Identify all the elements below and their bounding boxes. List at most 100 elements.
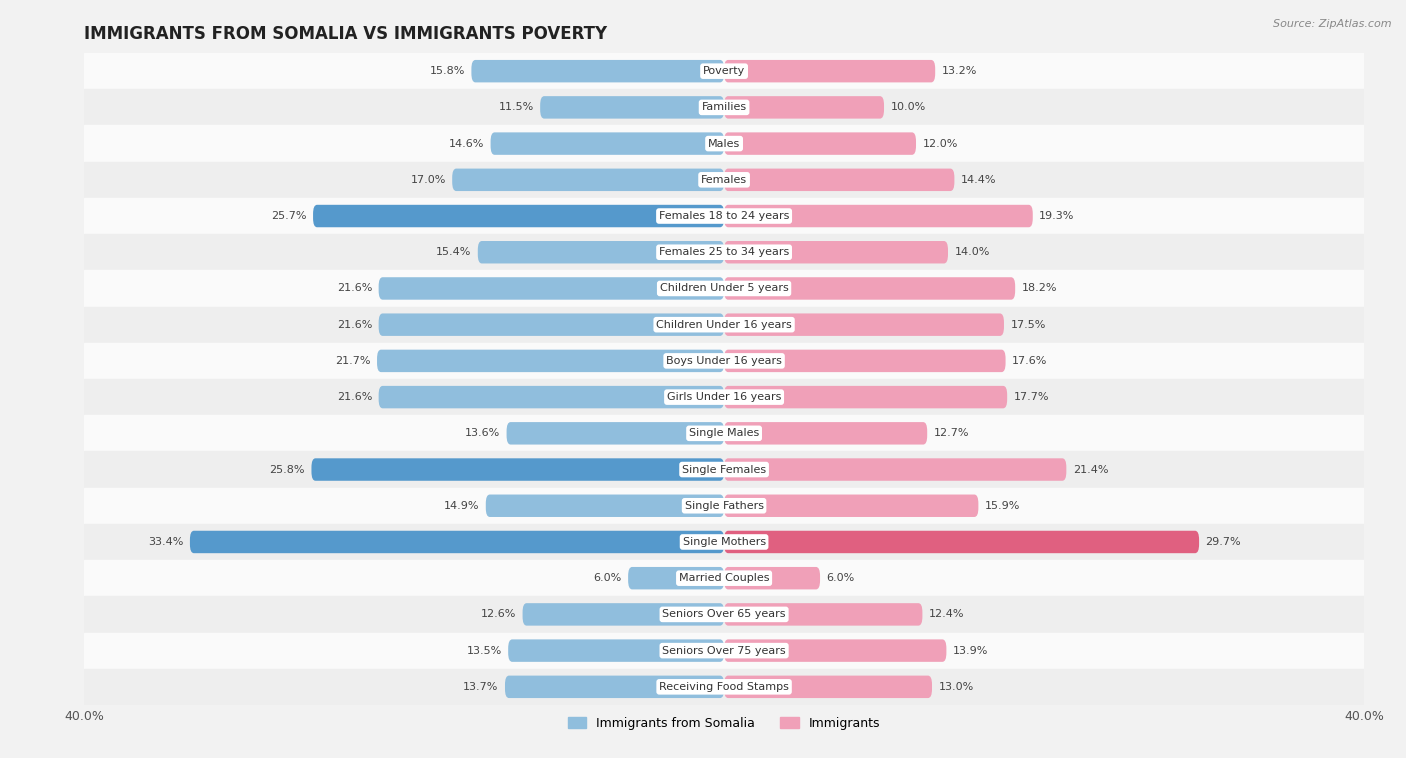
FancyBboxPatch shape [378, 277, 724, 299]
FancyBboxPatch shape [508, 640, 724, 662]
FancyBboxPatch shape [724, 531, 1199, 553]
Text: Boys Under 16 years: Boys Under 16 years [666, 356, 782, 366]
Text: 17.5%: 17.5% [1011, 320, 1046, 330]
FancyBboxPatch shape [724, 96, 884, 118]
FancyBboxPatch shape [491, 133, 724, 155]
FancyBboxPatch shape [724, 494, 979, 517]
Text: 21.6%: 21.6% [337, 283, 373, 293]
FancyBboxPatch shape [724, 603, 922, 625]
FancyBboxPatch shape [378, 314, 724, 336]
FancyBboxPatch shape [724, 168, 955, 191]
FancyBboxPatch shape [724, 60, 935, 83]
Text: 14.9%: 14.9% [444, 501, 479, 511]
FancyBboxPatch shape [505, 675, 724, 698]
FancyBboxPatch shape [378, 386, 724, 409]
Text: IMMIGRANTS FROM SOMALIA VS IMMIGRANTS POVERTY: IMMIGRANTS FROM SOMALIA VS IMMIGRANTS PO… [84, 25, 607, 43]
FancyBboxPatch shape [724, 567, 820, 590]
Text: 15.8%: 15.8% [430, 66, 465, 76]
FancyBboxPatch shape [724, 205, 1033, 227]
Text: 13.7%: 13.7% [463, 682, 499, 692]
FancyBboxPatch shape [486, 494, 724, 517]
FancyBboxPatch shape [724, 675, 932, 698]
Text: 13.6%: 13.6% [465, 428, 501, 438]
Bar [84, 306, 1364, 343]
FancyBboxPatch shape [724, 386, 1007, 409]
Bar [84, 560, 1364, 597]
FancyBboxPatch shape [453, 168, 724, 191]
FancyBboxPatch shape [478, 241, 724, 264]
Text: 13.2%: 13.2% [942, 66, 977, 76]
Legend: Immigrants from Somalia, Immigrants: Immigrants from Somalia, Immigrants [562, 712, 886, 735]
Text: 21.4%: 21.4% [1073, 465, 1108, 475]
Text: 14.6%: 14.6% [449, 139, 484, 149]
Text: 12.4%: 12.4% [929, 609, 965, 619]
Text: Children Under 5 years: Children Under 5 years [659, 283, 789, 293]
FancyBboxPatch shape [377, 349, 724, 372]
Bar [84, 343, 1364, 379]
FancyBboxPatch shape [314, 205, 724, 227]
Text: Families: Families [702, 102, 747, 112]
Bar [84, 161, 1364, 198]
Text: 15.9%: 15.9% [984, 501, 1021, 511]
Bar [84, 234, 1364, 271]
Text: 18.2%: 18.2% [1022, 283, 1057, 293]
Text: Poverty: Poverty [703, 66, 745, 76]
Bar [84, 271, 1364, 306]
Text: 25.7%: 25.7% [271, 211, 307, 221]
Bar [84, 632, 1364, 669]
FancyBboxPatch shape [724, 349, 1005, 372]
Bar [84, 487, 1364, 524]
Text: Single Mothers: Single Mothers [682, 537, 766, 547]
Text: 17.6%: 17.6% [1012, 356, 1047, 366]
Text: 10.0%: 10.0% [890, 102, 925, 112]
Text: Single Females: Single Females [682, 465, 766, 475]
Text: 21.6%: 21.6% [337, 392, 373, 402]
FancyBboxPatch shape [190, 531, 724, 553]
FancyBboxPatch shape [724, 314, 1004, 336]
FancyBboxPatch shape [312, 459, 724, 481]
FancyBboxPatch shape [724, 277, 1015, 299]
Bar [84, 524, 1364, 560]
Text: 6.0%: 6.0% [593, 573, 621, 583]
FancyBboxPatch shape [628, 567, 724, 590]
Text: 6.0%: 6.0% [827, 573, 855, 583]
Text: Males: Males [709, 139, 740, 149]
FancyBboxPatch shape [540, 96, 724, 118]
Bar [84, 597, 1364, 632]
Text: 19.3%: 19.3% [1039, 211, 1074, 221]
Text: Girls Under 16 years: Girls Under 16 years [666, 392, 782, 402]
Text: 15.4%: 15.4% [436, 247, 471, 257]
FancyBboxPatch shape [724, 640, 946, 662]
Bar [84, 53, 1364, 89]
FancyBboxPatch shape [506, 422, 724, 444]
Bar [84, 669, 1364, 705]
Text: Source: ZipAtlas.com: Source: ZipAtlas.com [1274, 19, 1392, 29]
Bar [84, 452, 1364, 487]
Text: Children Under 16 years: Children Under 16 years [657, 320, 792, 330]
Text: 17.7%: 17.7% [1014, 392, 1049, 402]
FancyBboxPatch shape [724, 459, 1066, 481]
Text: 17.0%: 17.0% [411, 175, 446, 185]
FancyBboxPatch shape [724, 241, 948, 264]
Text: Single Fathers: Single Fathers [685, 501, 763, 511]
FancyBboxPatch shape [724, 422, 927, 444]
Text: 12.6%: 12.6% [481, 609, 516, 619]
Text: 33.4%: 33.4% [148, 537, 184, 547]
Text: Seniors Over 75 years: Seniors Over 75 years [662, 646, 786, 656]
Text: Females 25 to 34 years: Females 25 to 34 years [659, 247, 789, 257]
Bar [84, 126, 1364, 161]
Text: 25.8%: 25.8% [270, 465, 305, 475]
Text: 13.0%: 13.0% [938, 682, 973, 692]
Text: Females: Females [702, 175, 747, 185]
Text: 12.0%: 12.0% [922, 139, 957, 149]
Text: 14.4%: 14.4% [960, 175, 997, 185]
Text: Females 18 to 24 years: Females 18 to 24 years [659, 211, 789, 221]
Text: 21.7%: 21.7% [335, 356, 371, 366]
Text: Seniors Over 65 years: Seniors Over 65 years [662, 609, 786, 619]
Text: 29.7%: 29.7% [1205, 537, 1241, 547]
Text: 13.5%: 13.5% [467, 646, 502, 656]
FancyBboxPatch shape [523, 603, 724, 625]
Bar [84, 198, 1364, 234]
Text: Receiving Food Stamps: Receiving Food Stamps [659, 682, 789, 692]
FancyBboxPatch shape [724, 133, 917, 155]
